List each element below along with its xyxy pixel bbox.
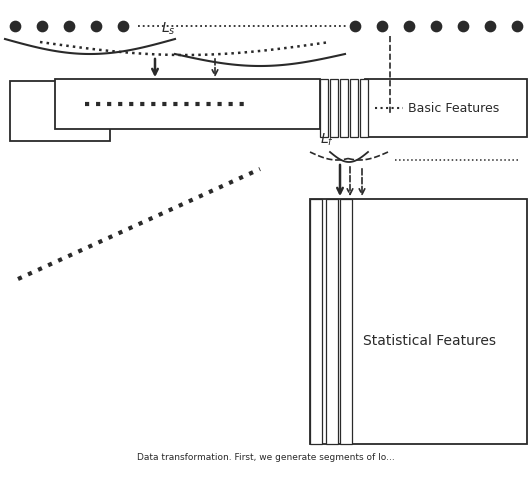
Bar	[340, 199, 352, 444]
Point	[351, 22, 359, 30]
Text: $L_s$: $L_s$	[161, 20, 176, 37]
Bar	[10, 81, 110, 141]
Point	[378, 22, 386, 30]
Point	[459, 22, 467, 30]
Bar	[310, 199, 527, 444]
Bar	[330, 79, 338, 137]
Point	[11, 22, 19, 30]
Point	[119, 22, 127, 30]
Bar	[320, 79, 328, 137]
Bar	[360, 79, 368, 137]
Text: Statistical Features: Statistical Features	[363, 334, 496, 348]
Bar	[350, 79, 358, 137]
Point	[486, 22, 494, 30]
Point	[92, 22, 100, 30]
Point	[405, 22, 413, 30]
Point	[38, 22, 46, 30]
Bar	[365, 79, 527, 137]
Bar	[340, 79, 348, 137]
Bar	[326, 199, 338, 444]
Bar	[310, 199, 322, 444]
Point	[513, 22, 521, 30]
Point	[432, 22, 440, 30]
Bar	[55, 79, 320, 129]
Text: $L_f$: $L_f$	[320, 132, 335, 148]
Point	[65, 22, 73, 30]
Text: Basic Features: Basic Features	[408, 102, 499, 115]
Text: Data transformation. First, we generate segments of lo...: Data transformation. First, we generate …	[137, 453, 395, 462]
